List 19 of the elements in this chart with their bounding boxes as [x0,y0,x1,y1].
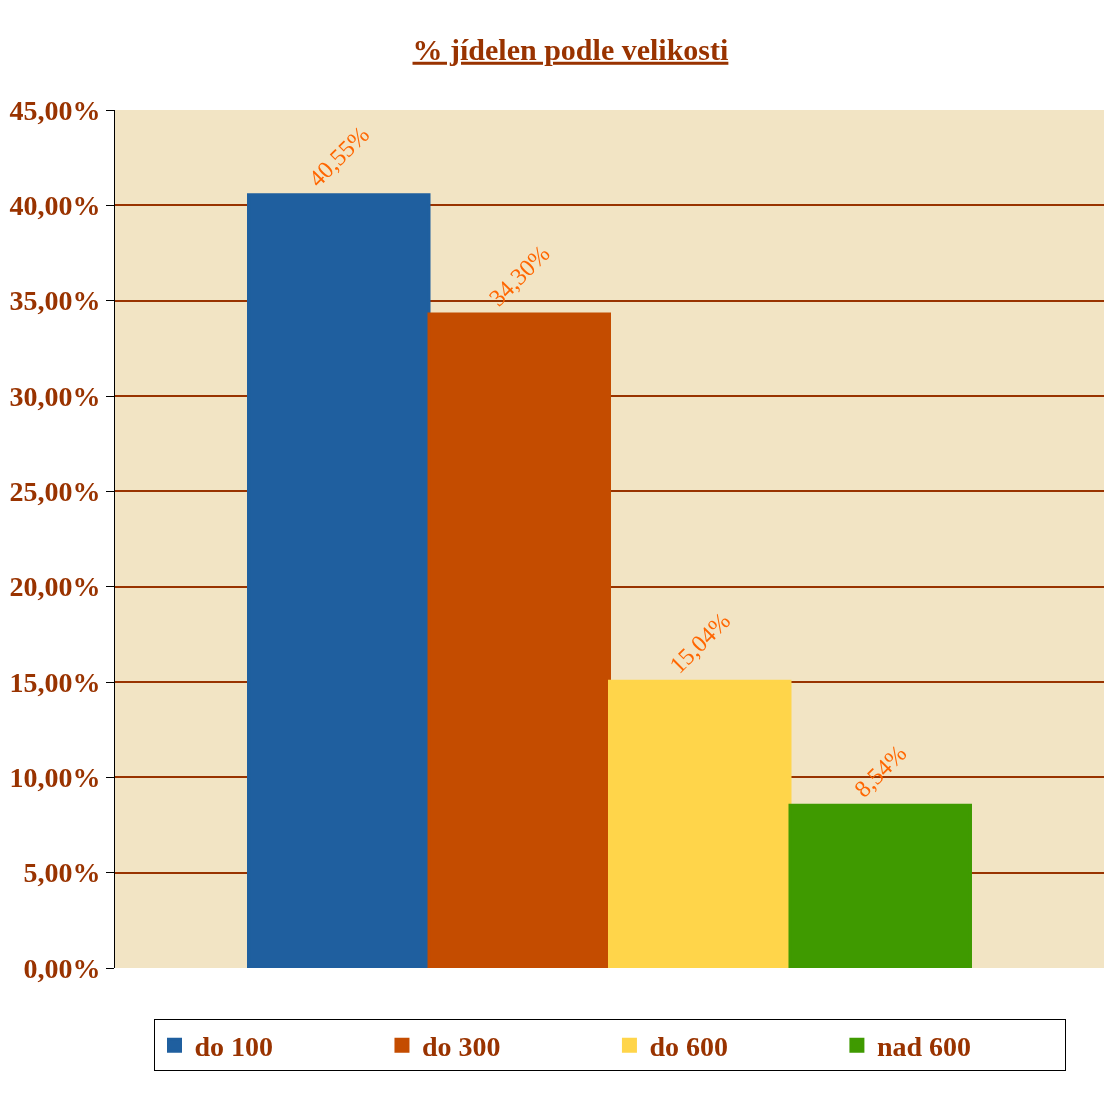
y-tick-label: 20,00% [9,571,101,603]
legend-label: do 100 [194,1031,274,1063]
y-tick-label: 5,00% [23,857,101,889]
bar [788,803,972,968]
y-tick-label: 10,00% [9,762,101,794]
bar [427,312,611,968]
y-tick-label: 35,00% [9,285,101,317]
chart-title: % jídelen podle velikosti [412,32,729,66]
bar [608,679,792,968]
y-tick-label: 25,00% [9,476,101,508]
y-tick-label: 0,00% [23,952,101,984]
legend-label: do 600 [649,1031,729,1063]
y-tick-label: 45,00% [9,94,101,126]
bar [247,193,431,968]
y-tick-label: 15,00% [9,666,101,698]
legend-label: do 300 [421,1031,501,1063]
y-tick-label: 30,00% [9,380,101,412]
y-tick-label: 40,00% [9,190,101,222]
legend-label: nad 600 [876,1031,972,1063]
